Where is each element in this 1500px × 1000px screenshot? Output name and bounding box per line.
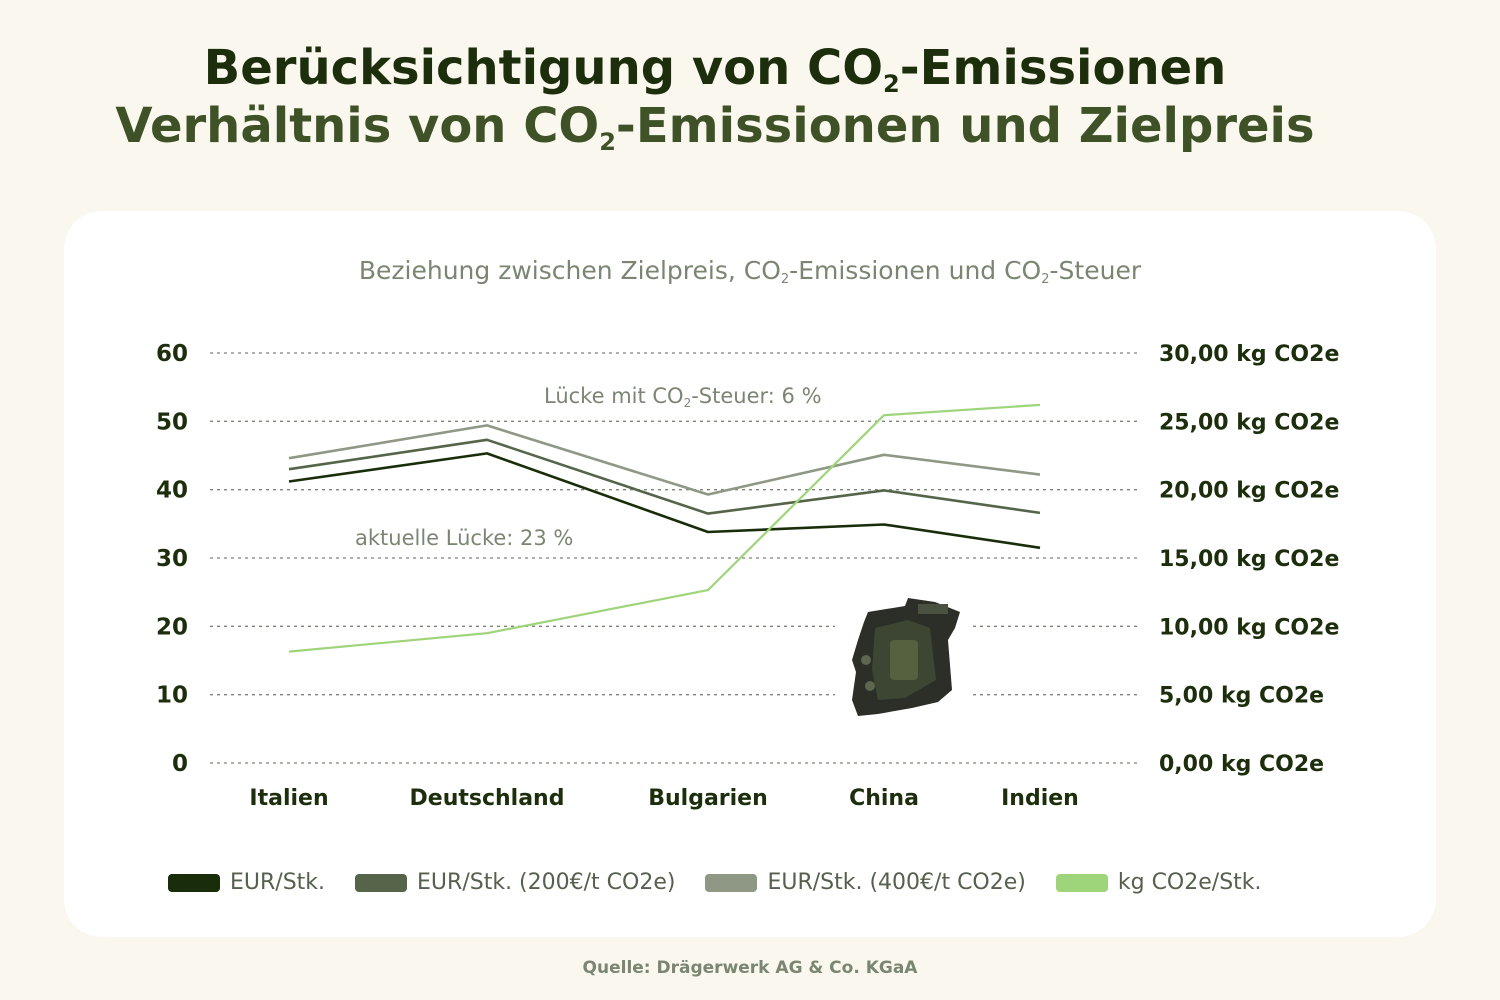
y-right-tick-label: 15,00 kg CO2e bbox=[1159, 547, 1339, 572]
current-gap-annotation: aktuelle Lücke: 23 % bbox=[355, 526, 574, 550]
y-left-tick-label: 60 bbox=[156, 341, 188, 367]
x-tick-label: China bbox=[849, 786, 919, 811]
y-right-tick-label: 20,00 kg CO2e bbox=[1159, 479, 1339, 504]
legend-item: EUR/Stk. (200€/t CO2e) bbox=[355, 870, 675, 895]
legend-swatch bbox=[168, 873, 220, 892]
page-subtitle: Verhältnis von CO2-Emissionen und Zielpr… bbox=[115, 98, 1315, 156]
legend-label: EUR/Stk. bbox=[230, 870, 326, 895]
y-left-tick-label: 20 bbox=[156, 614, 188, 640]
x-tick-label: Indien bbox=[1001, 786, 1079, 811]
y-right-tick-label: 30,00 kg CO2e bbox=[1159, 342, 1339, 367]
chart-card bbox=[64, 211, 1436, 937]
series-line bbox=[288, 452, 1041, 550]
legend-item: EUR/Stk. bbox=[168, 870, 325, 895]
y-right-tick-label: 10,00 kg CO2e bbox=[1159, 615, 1339, 640]
y-right-tick-label: 0,00 kg CO2e bbox=[1159, 752, 1324, 777]
legend-swatch bbox=[1055, 873, 1108, 892]
y-right-tick-label: 5,00 kg CO2e bbox=[1159, 684, 1324, 709]
source-note: Quelle: Drägerwerk AG & Co. KGaA bbox=[582, 958, 918, 978]
y-left-tick-label: 30 bbox=[156, 546, 188, 572]
y-left-tick-label: 50 bbox=[156, 409, 188, 435]
x-tick-label: Italien bbox=[249, 786, 328, 811]
x-tick-label: Deutschland bbox=[410, 786, 565, 811]
chart-subtitle: Beziehung zwischen Zielpreis, CO2-Emissi… bbox=[358, 256, 1142, 287]
y-left-tick-label: 10 bbox=[156, 683, 188, 709]
legend-swatch bbox=[355, 873, 408, 892]
series-line bbox=[288, 424, 1041, 496]
chart-legend: EUR/Stk. EUR/Stk. (200€/t CO2e) EUR/Stk. (… bbox=[168, 870, 1292, 895]
legend-label: EUR/Stk. (200€/t CO2e) bbox=[417, 870, 676, 895]
legend-item: EUR/Stk. (400€/t CO2e) bbox=[705, 870, 1026, 895]
legend-item: kg CO2e/Stk. bbox=[1055, 870, 1262, 895]
legend-label: EUR/Stk. (400€/t CO2e) bbox=[767, 870, 1026, 895]
legend-label: kg CO2e/Stk. bbox=[1117, 870, 1262, 895]
gap-with-tax-annotation: Lücke mit CO2-Steuer: 6 % bbox=[544, 384, 822, 410]
series-line bbox=[288, 438, 1041, 515]
y-left-tick-label: 0 bbox=[172, 751, 188, 777]
legend-swatch bbox=[705, 873, 758, 892]
respirator-device-icon bbox=[835, 592, 970, 724]
page-title: Berücksichtigung von CO2-Emissionen bbox=[203, 40, 1227, 98]
series-line bbox=[288, 403, 1041, 653]
y-right-tick-label: 25,00 kg CO2e bbox=[1159, 410, 1339, 435]
x-tick-label: Bulgarien bbox=[648, 786, 768, 811]
y-left-tick-label: 40 bbox=[156, 478, 188, 504]
